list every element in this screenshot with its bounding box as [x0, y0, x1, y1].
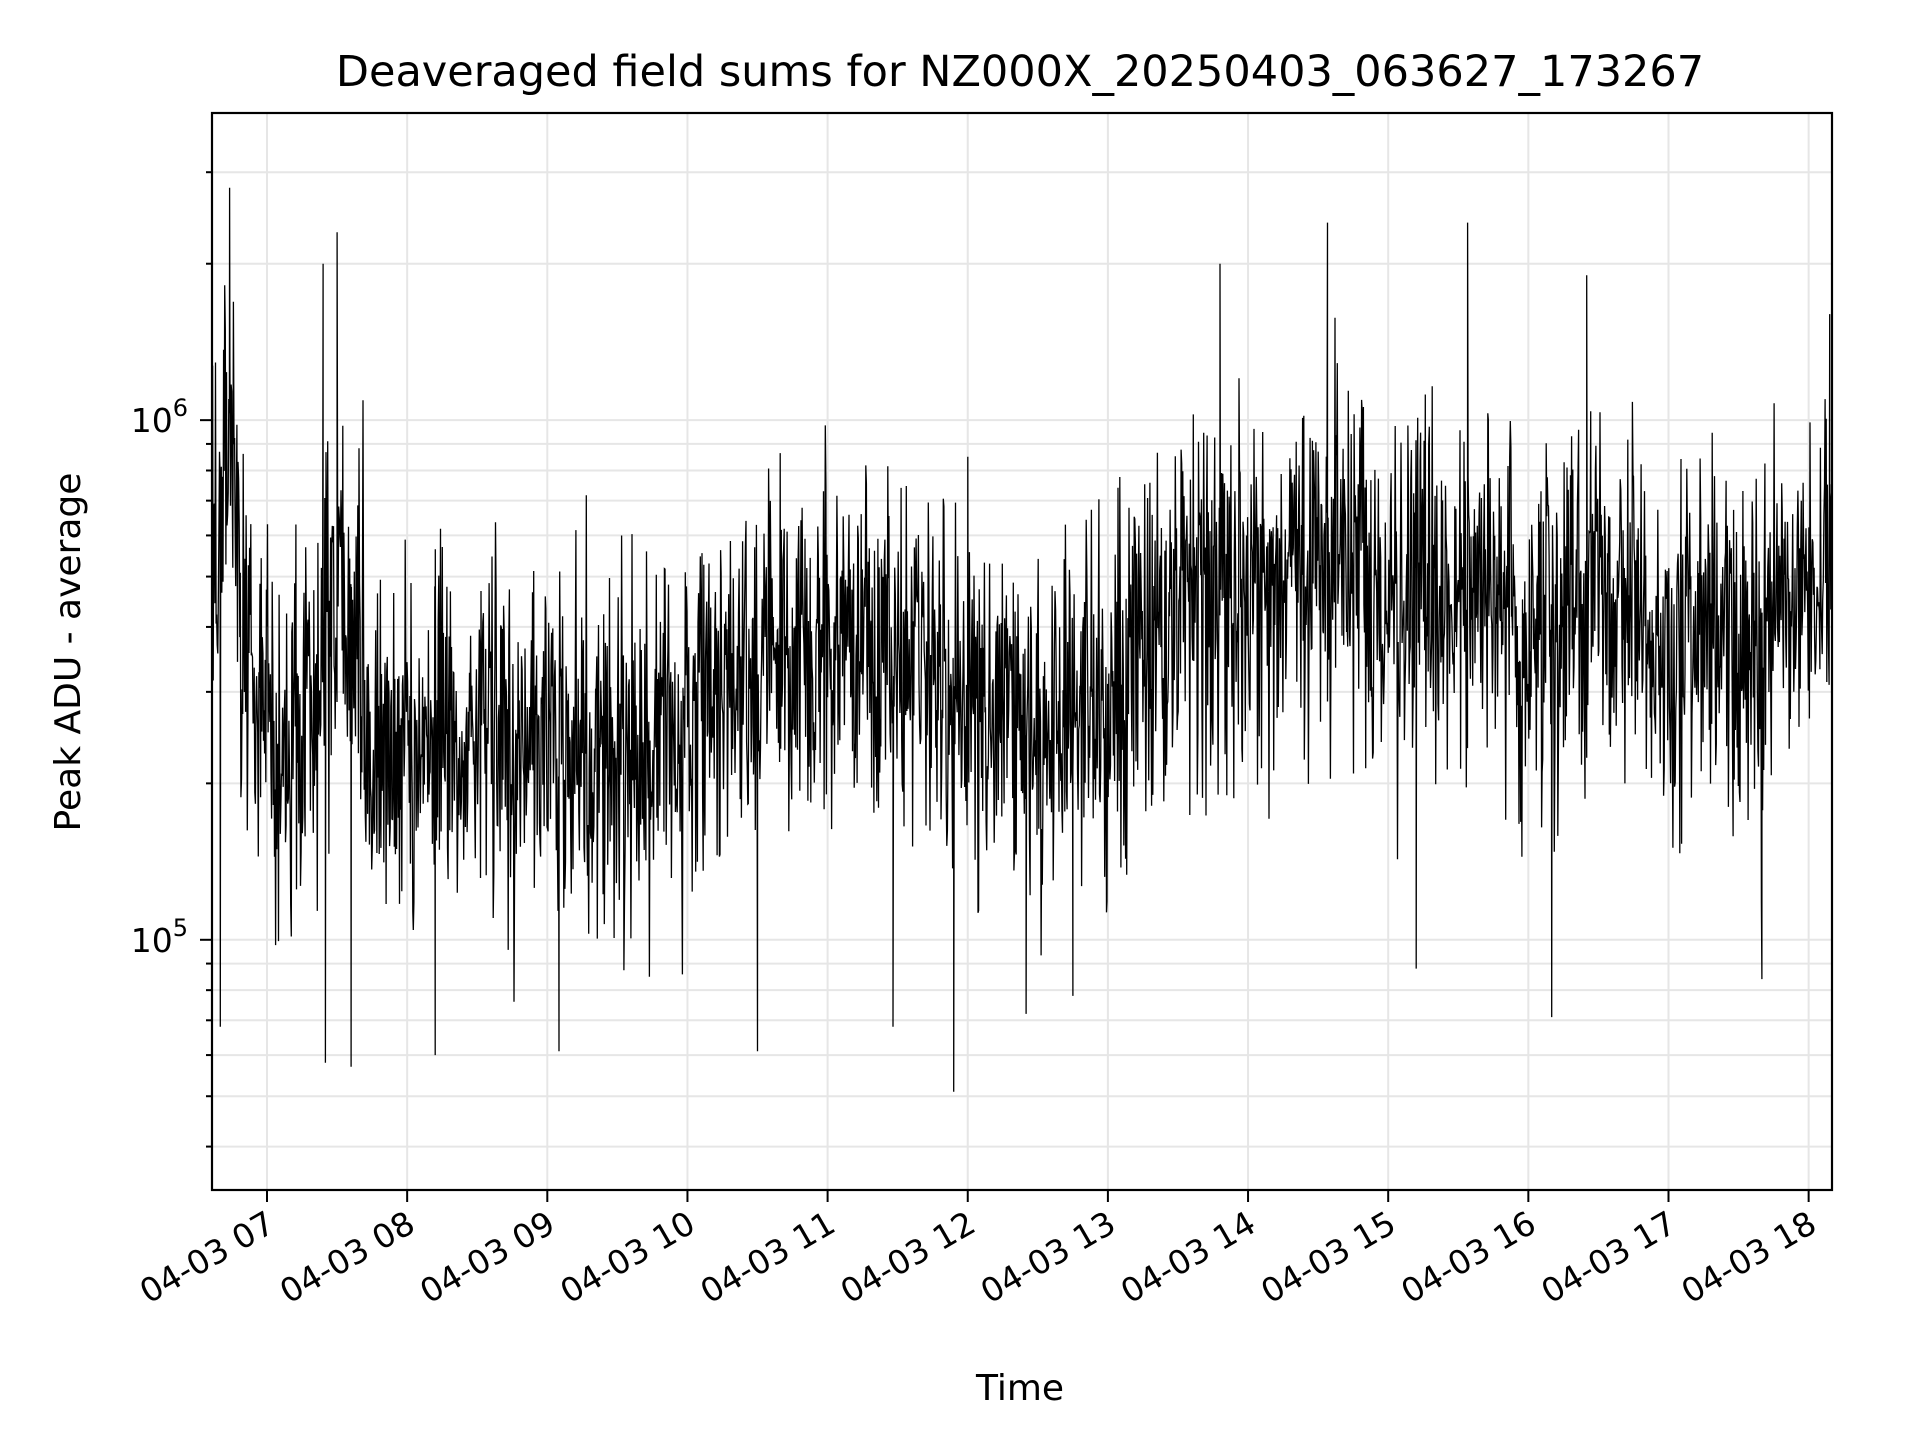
plot-frame — [210, 111, 1834, 1192]
y-tick-label: 105 — [131, 914, 188, 960]
y-axis-label: Peak ADU - average — [48, 473, 89, 832]
y-tick-exponent: 6 — [173, 394, 188, 422]
y-tick-label: 106 — [131, 394, 188, 440]
x-axis-label: Time — [975, 1368, 1064, 1409]
y-tick-base: 10 — [131, 401, 173, 440]
chart-title: Deaveraged field sums for NZ000X_2025040… — [336, 47, 1704, 97]
y-tick-exponent: 5 — [173, 914, 188, 942]
grid — [212, 113, 1832, 1190]
series-line — [211, 187, 1833, 1092]
series-layer — [211, 187, 1833, 1092]
y-tick-base: 10 — [131, 921, 173, 960]
